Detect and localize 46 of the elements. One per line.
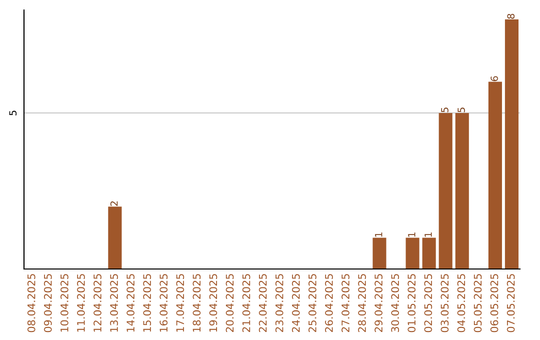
bar	[422, 238, 436, 269]
data-label: 1	[375, 232, 382, 237]
x-tick-label: 25.04.2025	[308, 274, 316, 332]
x-tick-label: 12.04.2025	[94, 274, 102, 332]
bar	[108, 206, 122, 269]
data-label: 5	[458, 108, 465, 112]
x-tick-label: 11.04.2025	[77, 274, 85, 332]
bar	[455, 112, 469, 269]
x-tick-label: 23.04.2025	[275, 274, 284, 332]
x-tick-label: 09.04.2025	[44, 274, 52, 332]
x-tick-label: 02.05.2025	[424, 274, 432, 332]
x-tick-label: 28.04.2025	[358, 274, 366, 332]
x-tick-label: 05.05.2025	[474, 274, 482, 332]
x-tick-label: 16.04.2025	[160, 274, 168, 332]
data-label: 5	[441, 108, 448, 112]
x-tick-label: 27.04.2025	[342, 274, 350, 332]
x-tick-label: 14.04.2025	[126, 274, 134, 332]
x-tick-label: 15.04.2025	[143, 274, 152, 332]
x-tick-label: 22.04.2025	[258, 274, 267, 332]
x-tick-label: 10.04.2025	[60, 274, 68, 332]
data-label: 1	[424, 232, 432, 237]
x-tick-label: 26.04.2025	[325, 274, 333, 332]
x-tick-label: 13.04.2025	[110, 274, 118, 332]
x-tick-label: 21.04.2025	[242, 274, 250, 332]
x-tick-label: 01.05.2025	[408, 274, 416, 332]
bar	[438, 112, 452, 269]
x-tick-label: 03.05.2025	[440, 274, 449, 332]
x-tick-label: 06.05.2025	[490, 274, 498, 332]
x-tick-label: 07.05.2025	[506, 274, 515, 332]
x-tick-label: 29.04.2025	[374, 274, 382, 332]
x-tick-label: 30.04.2025	[391, 274, 400, 332]
bar	[406, 238, 420, 269]
data-label: 1	[408, 232, 416, 237]
x-tick-label: 08.04.2025	[27, 274, 36, 332]
data-label: 2	[110, 201, 118, 206]
x-tick-label: 04.05.2025	[457, 274, 466, 332]
bar	[504, 19, 519, 269]
data-label: 8	[507, 14, 515, 19]
bar	[372, 238, 386, 269]
bar	[488, 82, 502, 269]
data-label: 6	[490, 76, 498, 82]
x-tick-label: 20.04.2025	[226, 274, 234, 332]
x-tick-label: 17.04.2025	[176, 274, 184, 332]
x-tick-label: 18.04.2025	[192, 274, 201, 332]
x-tick-label: 24.04.2025	[292, 274, 300, 332]
x-tick-label: 19.04.2025	[209, 274, 218, 332]
